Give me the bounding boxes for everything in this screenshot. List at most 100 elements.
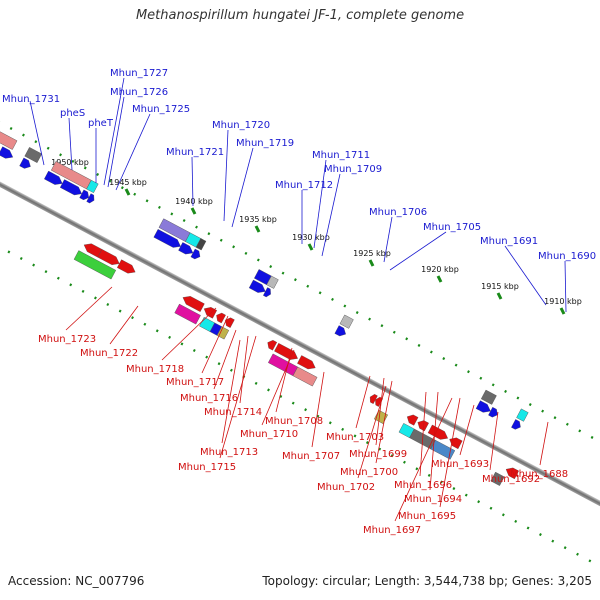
bottom-gene-arrow[interactable]: [97, 249, 122, 267]
genome-summary-text: Topology: circular; Length: 3,544,738 bp…: [262, 574, 592, 588]
top-gene-arrow[interactable]: [0, 146, 15, 162]
bottom-gene-label[interactable]: Mhun_1716: [180, 393, 238, 404]
top-leader-line: [223, 129, 229, 222]
bottom-gene-label[interactable]: Mhun_1695: [398, 511, 456, 522]
top-gene-arrow[interactable]: [59, 179, 84, 198]
bottom-gene-label[interactable]: Mhun_1708: [265, 416, 323, 427]
top-gene-label[interactable]: Mhun_1691: [480, 236, 538, 247]
top-gene-label[interactable]: Mhun_1731: [2, 94, 60, 105]
bottom-leader-line: [429, 391, 439, 491]
top-gene-label[interactable]: Mhun_1727: [110, 68, 168, 79]
top-gene-arrow[interactable]: [263, 287, 273, 298]
top-gene-label[interactable]: Mhun_1712: [275, 180, 333, 191]
kbp-tick-mark: [368, 259, 375, 267]
bottom-leader-line: [161, 307, 217, 361]
top-gene-bar[interactable]: [339, 314, 354, 329]
top-leader-line: [107, 96, 125, 188]
bottom-gene-bar[interactable]: [292, 366, 318, 387]
bottom-gene-label[interactable]: Mhun_1710: [240, 429, 298, 440]
bottom-gene-label[interactable]: Mhun_1723: [38, 334, 96, 345]
bottom-gene-label[interactable]: Mhun_1697: [363, 525, 421, 536]
top-gene-label[interactable]: pheS: [60, 108, 85, 119]
bottom-gene-arrow[interactable]: [297, 355, 317, 371]
top-gene-bar[interactable]: [0, 128, 18, 150]
top-leader-line: [191, 156, 194, 207]
top-gene-bar[interactable]: [195, 238, 207, 251]
top-gene-label[interactable]: Mhun_1726: [110, 87, 168, 98]
top-leader-line: [231, 147, 254, 228]
top-gene-label[interactable]: Mhun_1705: [423, 222, 481, 233]
bottom-gene-arrow[interactable]: [373, 396, 383, 407]
bottom-gene-label[interactable]: Mhun_1692: [482, 474, 540, 485]
bottom-gene-arrow[interactable]: [214, 311, 226, 324]
top-gene-bar[interactable]: [516, 408, 529, 422]
bottom-gene-label[interactable]: Mhun_1703: [326, 432, 384, 443]
bottom-gene-label[interactable]: Mhun_1707: [282, 451, 340, 462]
top-gene-bar[interactable]: [86, 179, 99, 194]
bottom-leader-line: [311, 371, 325, 448]
bottom-gene-label[interactable]: Mhun_1715: [178, 462, 236, 473]
bottom-gene-arrow[interactable]: [202, 305, 218, 319]
top-gene-arrow[interactable]: [153, 229, 183, 250]
bottom-gene-arrow[interactable]: [223, 316, 235, 328]
top-gene-bar[interactable]: [480, 389, 497, 405]
top-leader-line: [29, 100, 45, 166]
top-gene-arrow[interactable]: [248, 279, 267, 295]
bottom-gene-arrow[interactable]: [427, 424, 450, 442]
bottom-gene-label[interactable]: Mhun_1713: [200, 447, 258, 458]
top-gene-label[interactable]: Mhun_1721: [166, 147, 224, 158]
bottom-leader-line: [221, 339, 241, 444]
top-gene-arrow[interactable]: [86, 193, 97, 205]
bottom-gene-arrow[interactable]: [117, 259, 137, 276]
bottom-gene-bar[interactable]: [430, 439, 456, 460]
top-gene-arrow[interactable]: [488, 406, 499, 419]
bottom-gene-label[interactable]: Mhun_1722: [80, 348, 138, 359]
top-gene-label[interactable]: pheT: [88, 118, 114, 129]
top-gene-arrow[interactable]: [19, 157, 33, 171]
top-gene-label[interactable]: Mhun_1709: [324, 164, 382, 175]
bottom-gene-arrow[interactable]: [416, 418, 429, 432]
kbp-tick-label: 1915 kbp: [481, 282, 519, 291]
bottom-leader-line: [357, 385, 387, 479]
top-gene-label[interactable]: Mhun_1690: [538, 251, 596, 262]
top-gene-label[interactable]: Mhun_1725: [132, 104, 190, 115]
bottom-gene-arrow[interactable]: [266, 339, 278, 351]
top-gene-label[interactable]: Mhun_1706: [369, 207, 427, 218]
bottom-gene-label[interactable]: Mhun_1688: [510, 469, 568, 480]
bottom-gene-label[interactable]: Mhun_1696: [394, 480, 452, 491]
top-gene-bar[interactable]: [24, 147, 43, 163]
bottom-gene-bar[interactable]: [174, 303, 201, 325]
top-gene-arrow[interactable]: [511, 419, 522, 431]
top-gene-label[interactable]: Mhun_1711: [312, 150, 370, 161]
top-gene-label[interactable]: Mhun_1719: [236, 138, 294, 149]
bottom-gene-bar[interactable]: [216, 326, 230, 340]
bottom-gene-label[interactable]: Mhun_1718: [126, 364, 184, 375]
bottom-gene-arrow[interactable]: [405, 413, 419, 426]
top-gene-arrow[interactable]: [178, 242, 195, 257]
bottom-leader-line: [375, 377, 385, 446]
top-gene-label[interactable]: Mhun_1720: [212, 120, 270, 131]
top-leader-line: [68, 117, 73, 171]
bottom-gene-arrow[interactable]: [504, 465, 519, 480]
bottom-gene-arrow[interactable]: [368, 393, 378, 404]
top-gene-arrow[interactable]: [334, 325, 348, 339]
bottom-gene-bar[interactable]: [73, 250, 117, 280]
bottom-gene-arrow[interactable]: [181, 293, 205, 312]
bottom-gene-bar[interactable]: [490, 471, 505, 486]
top-gene-arrow[interactable]: [79, 189, 91, 202]
bottom-gene-label[interactable]: Mhun_1702: [317, 482, 375, 493]
top-gene-arrow[interactable]: [44, 170, 64, 187]
top-gene-arrow[interactable]: [475, 400, 493, 416]
kbp-tick-label: 1935 kbp: [239, 215, 277, 224]
bottom-leader-line: [213, 329, 237, 390]
bottom-gene-label[interactable]: Mhun_1717: [166, 377, 224, 388]
top-leader-line: [313, 159, 327, 249]
bottom-gene-label[interactable]: Mhun_1700: [340, 467, 398, 478]
bottom-gene-arrow[interactable]: [447, 435, 463, 450]
top-gene-arrow[interactable]: [190, 248, 202, 261]
kbp-tick-label: 1930 kbp: [292, 233, 330, 242]
bottom-gene-label[interactable]: Mhun_1693: [431, 459, 489, 470]
bottom-gene-label[interactable]: Mhun_1694: [404, 494, 462, 505]
top-gene-bar[interactable]: [266, 275, 279, 289]
